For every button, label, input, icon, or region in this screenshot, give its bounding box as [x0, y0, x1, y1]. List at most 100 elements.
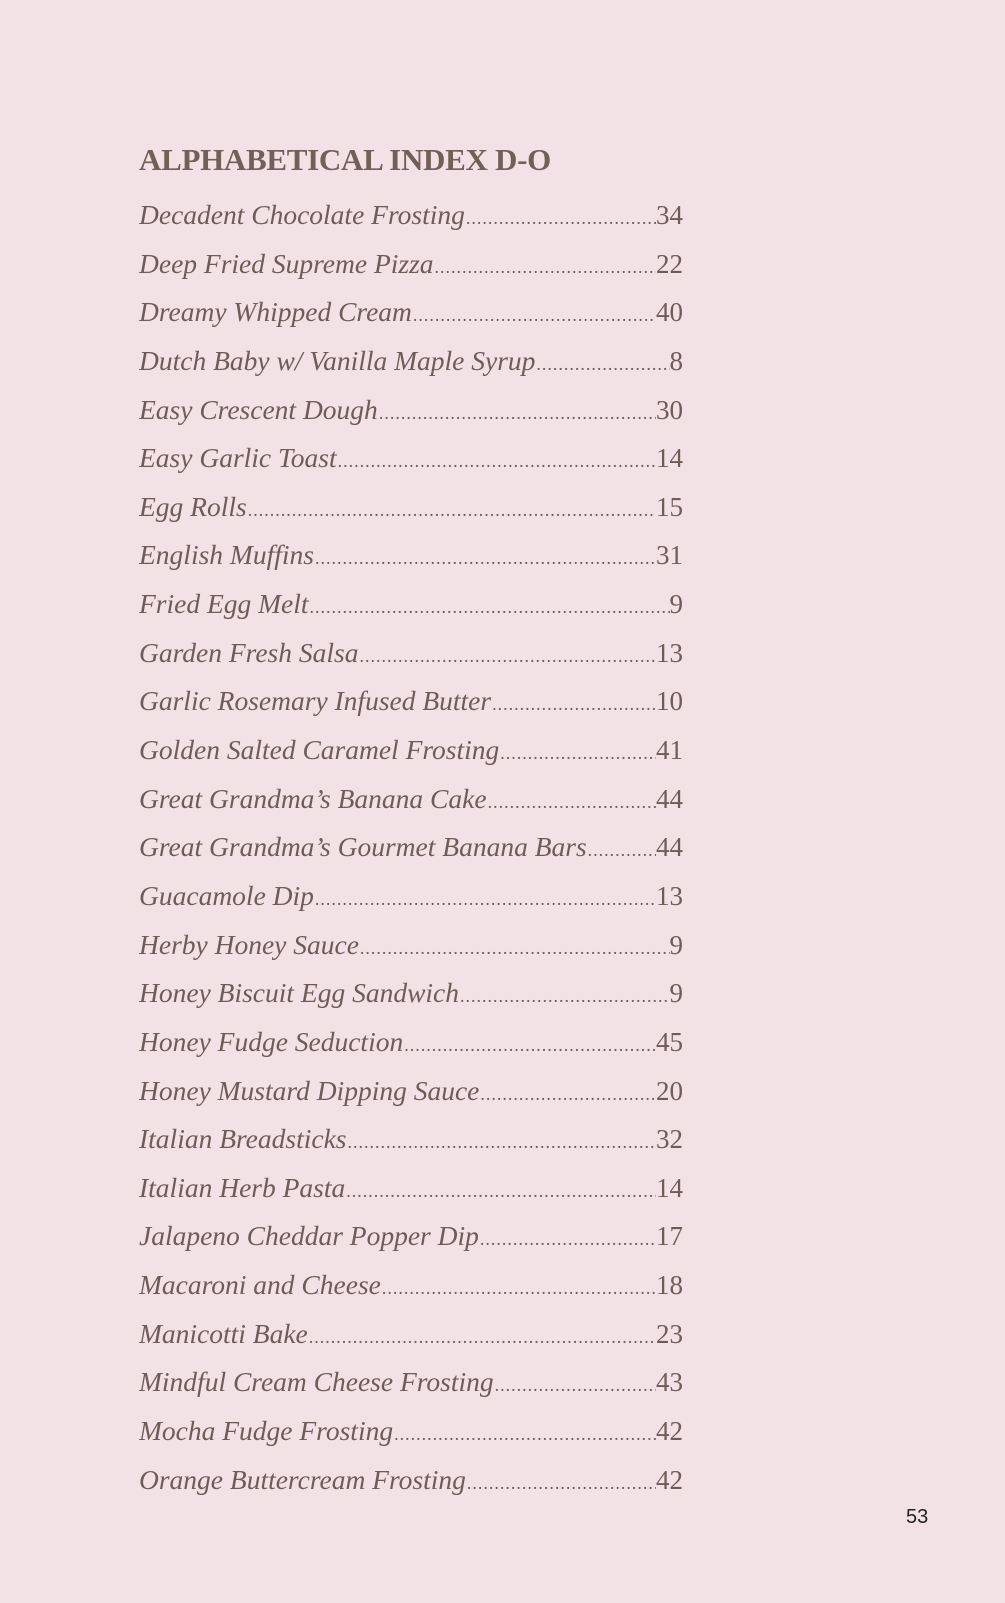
entry-page: 13 [656, 637, 683, 668]
index-entry: Honey Fudge Seduction 45 [139, 1018, 683, 1067]
entry-name: Decadent Chocolate Frosting [139, 199, 465, 230]
dot-leader [412, 291, 656, 337]
entry-page: 31 [656, 540, 683, 571]
dot-leader [337, 437, 656, 483]
index-list: Decadent Chocolate Frosting 34 Deep Fried … [139, 191, 683, 1504]
entry-page: 9 [669, 589, 684, 620]
entry-page: 42 [656, 1416, 683, 1447]
dot-leader [345, 1167, 656, 1213]
index-entry: Italian Breadsticks 32 [139, 1115, 683, 1164]
index-entry: Honey Mustard Dipping Sauce 20 [139, 1067, 683, 1116]
dot-leader [459, 972, 669, 1018]
dot-leader [393, 1410, 656, 1456]
entry-name: Mocha Fudge Frosting [139, 1415, 394, 1447]
index-entry: Herby Honey Sauce 9 [139, 921, 683, 970]
index-entry: Honey Biscuit Egg Sandwich 9 [139, 969, 683, 1018]
entry-page: 45 [656, 1026, 683, 1057]
entry-name: Dutch Baby w/ Vanilla Maple Syrup [139, 344, 536, 376]
index-entry: Garden Fresh Salsa 13 [139, 629, 683, 678]
index-entry: Decadent Chocolate Frosting 34 [139, 191, 683, 240]
index-entry: Egg Rolls 15 [139, 483, 683, 532]
entry-page: 22 [656, 248, 683, 279]
entry-page: 14 [656, 1172, 683, 1203]
entry-name: Dreamy Whipped Cream [139, 296, 412, 328]
index-entry: Orange Buttercream Frosting 42 [139, 1456, 683, 1505]
entry-page: 40 [656, 297, 683, 328]
index-entry: Great Grandma’s Banana Cake 44 [139, 775, 683, 824]
entry-page: 17 [656, 1221, 683, 1252]
entry-name: Jalapeno Cheddar Popper Dip [139, 1220, 479, 1252]
dot-leader [247, 486, 656, 532]
entry-page: 23 [656, 1318, 683, 1349]
index-entry: Easy Garlic Toast 14 [139, 434, 683, 483]
entry-page: 43 [656, 1367, 683, 1398]
entry-name: Herby Honey Sauce [139, 928, 359, 960]
dot-leader [347, 1118, 657, 1164]
entry-page: 34 [656, 200, 683, 230]
dot-leader [381, 1264, 656, 1310]
page-title: ALPHABETICAL INDEX D-O [139, 142, 551, 177]
index-entry: Mindful Cream Cheese Frosting 43 [139, 1358, 683, 1407]
index-entry: Mocha Fudge Frosting 42 [139, 1407, 683, 1456]
entry-name: Guacamole Dip [139, 879, 314, 911]
dot-leader [358, 632, 656, 678]
dot-leader [314, 534, 656, 580]
dot-leader [479, 1070, 656, 1116]
entry-name: Great Grandma’s Banana Cake [139, 782, 487, 814]
index-entry: Macaroni and Cheese 18 [139, 1261, 683, 1310]
entry-page: 32 [656, 1124, 683, 1155]
entry-name: Honey Biscuit Egg Sandwich [139, 977, 460, 1009]
entry-name: Great Grandma’s Gourmet Banana Bars [139, 831, 587, 863]
dot-leader [309, 583, 670, 629]
entry-page: 30 [656, 394, 683, 425]
entry-name: Golden Salted Caramel Frosting [139, 734, 500, 766]
index-entry: Manicotti Bake 23 [139, 1310, 683, 1359]
index-entry: Dreamy Whipped Cream 40 [139, 288, 683, 337]
entry-page: 13 [656, 880, 683, 911]
dot-leader [494, 1361, 656, 1407]
entry-name: Manicotti Bake [139, 1317, 308, 1349]
dot-leader [378, 389, 656, 435]
dot-leader [535, 340, 669, 386]
page-number: 53 [906, 1506, 929, 1528]
index-entry: Golden Salted Caramel Frosting 41 [139, 726, 683, 775]
entry-page: 9 [669, 978, 684, 1009]
entry-page: 18 [656, 1270, 683, 1301]
entry-page: 20 [656, 1075, 683, 1106]
index-entry: Fried Egg Melt 9 [139, 580, 683, 629]
dot-leader [314, 875, 656, 921]
entry-page: 14 [656, 443, 683, 474]
entry-name: Honey Mustard Dipping Sauce [139, 1074, 480, 1106]
dot-leader [308, 1313, 656, 1359]
entry-name: Garlic Rosemary Infused Butter [139, 685, 492, 717]
index-entry: Easy Crescent Dough 30 [139, 386, 683, 435]
entry-name: Orange Buttercream Frosting [139, 1463, 466, 1495]
entry-page: 41 [656, 735, 683, 766]
entry-name: Easy Crescent Dough [139, 393, 378, 425]
entry-name: English Muffins [139, 539, 314, 571]
entry-name: Fried Egg Melt [139, 588, 309, 620]
entry-page: 44 [656, 832, 683, 863]
entry-name: Italian Breadsticks [139, 1123, 347, 1155]
index-entry: Guacamole Dip 13 [139, 872, 683, 921]
entry-name: Easy Garlic Toast [139, 442, 337, 474]
entry-page: 15 [656, 491, 683, 522]
entry-name: Italian Herb Pasta [139, 1171, 346, 1203]
entry-name: Macaroni and Cheese [139, 1269, 381, 1301]
dot-leader [403, 1021, 656, 1067]
dot-leader [479, 1215, 656, 1261]
dot-leader [466, 1459, 656, 1505]
dot-leader [491, 680, 656, 726]
index-entry: Jalapeno Cheddar Popper Dip 17 [139, 1212, 683, 1261]
dot-leader [465, 194, 656, 240]
entry-page: 42 [656, 1464, 683, 1495]
entry-page: 10 [656, 686, 683, 717]
entry-name: Garden Fresh Salsa [139, 636, 359, 668]
entry-page: 44 [656, 783, 683, 814]
dot-leader [359, 924, 670, 970]
dot-leader [434, 243, 656, 289]
dot-leader [587, 826, 656, 872]
index-entry: Italian Herb Pasta 14 [139, 1164, 683, 1213]
dot-leader [499, 729, 656, 775]
entry-page: 9 [669, 929, 684, 960]
